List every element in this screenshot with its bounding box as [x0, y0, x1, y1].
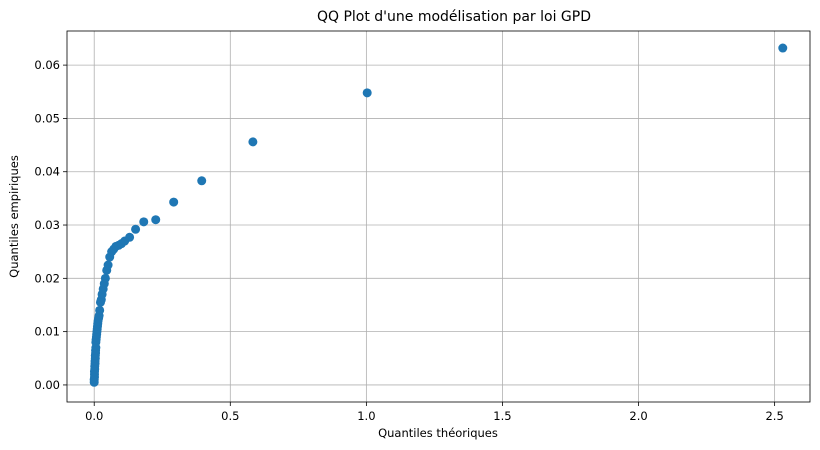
- grid-lines: [67, 31, 810, 402]
- data-points: [89, 43, 788, 387]
- y-tick-label: 0.01: [34, 325, 60, 339]
- scatter-point: [362, 88, 372, 98]
- y-tick-label: 0.02: [34, 271, 60, 285]
- scatter-point: [197, 176, 207, 186]
- plot-frame: [66, 30, 811, 403]
- x-tick-label: 2.0: [629, 409, 647, 423]
- y-tick-label: 0.06: [34, 58, 60, 72]
- y-axis-label: Quantiles empiriques: [7, 155, 21, 278]
- scatter-point: [169, 197, 179, 207]
- scatter-point: [151, 215, 161, 225]
- scatter-point: [131, 224, 141, 234]
- scatter-point: [248, 137, 258, 147]
- scatter-point: [95, 305, 105, 315]
- scatter-point: [778, 43, 788, 53]
- scatter-point: [125, 232, 135, 242]
- scatter-point: [100, 273, 110, 283]
- y-tick-label: 0.05: [34, 111, 60, 125]
- axis-ticks: 0.0 0.5 1.0 1.5 2.0 2.5 0.00 0.01 0.02 0.03 0.04 0.…: [34, 58, 783, 423]
- x-tick-label: 0.0: [85, 409, 103, 423]
- scatter-point: [139, 217, 149, 227]
- y-tick-label: 0.00: [34, 378, 60, 392]
- x-tick-label: 1.5: [493, 409, 511, 423]
- chart-title: QQ Plot d'une modélisation par loi GPD: [317, 9, 591, 25]
- x-axis-label: Quantiles théoriques: [378, 426, 498, 440]
- x-tick-label: 1.0: [357, 409, 375, 423]
- scatter-point: [103, 260, 113, 270]
- y-tick-label: 0.03: [34, 218, 60, 232]
- x-tick-label: 2.5: [765, 409, 783, 423]
- x-tick-label: 0.5: [221, 409, 239, 423]
- y-tick-label: 0.04: [34, 165, 60, 179]
